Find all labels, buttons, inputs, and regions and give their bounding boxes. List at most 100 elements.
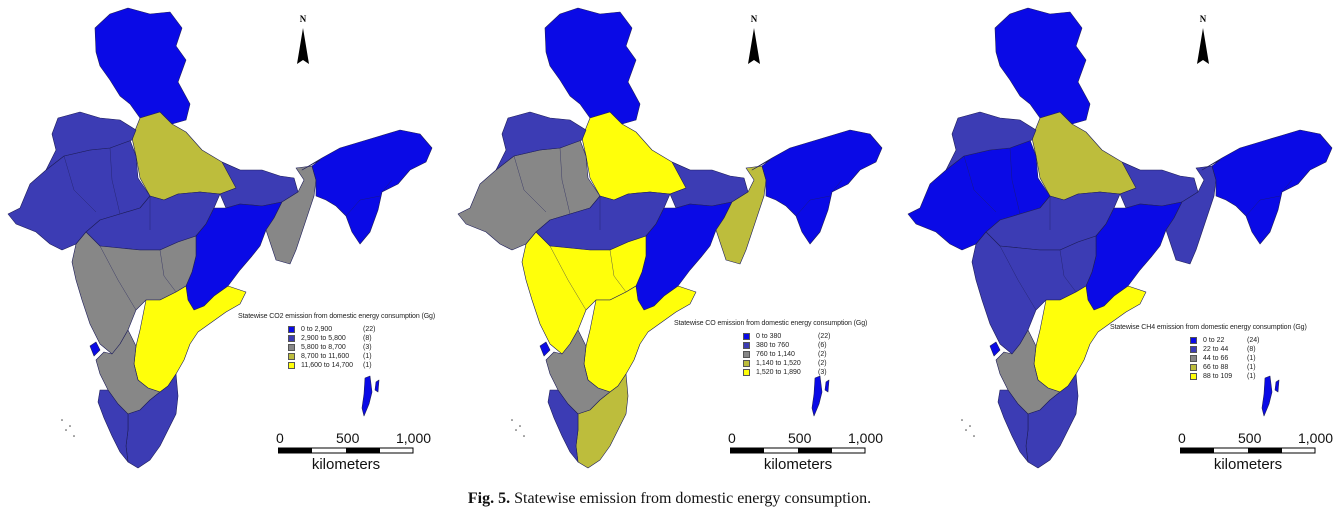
legend-swatch bbox=[288, 362, 295, 369]
legend-swatch bbox=[288, 335, 295, 342]
state-boundary bbox=[831, 179, 843, 193]
north-arrow-icon bbox=[297, 28, 309, 64]
legend-swatch bbox=[743, 351, 750, 358]
legend-item: 760 to 1,140 (2) bbox=[743, 350, 867, 359]
legend-count: (22) bbox=[363, 326, 376, 333]
scale-bar: 0 500 1,000 kilometers bbox=[1178, 430, 1338, 478]
legend-range: 1,520 to 1,890 bbox=[756, 369, 801, 376]
figure-caption: Fig. 5. Statewise emission from domestic… bbox=[0, 490, 1339, 508]
caption-text: Statewise emission from domestic energy … bbox=[514, 490, 872, 507]
legend-item: 0 to 380 (22) bbox=[743, 332, 867, 341]
legend-range: 11,600 to 14,700 bbox=[301, 362, 354, 369]
region-tamilnadu bbox=[1025, 373, 1079, 469]
scale-tick-1000: 1,000 bbox=[848, 430, 884, 446]
island-dot bbox=[69, 425, 71, 427]
state-boundary bbox=[1245, 195, 1281, 217]
legend-item: 44 to 66 (1) bbox=[1190, 354, 1307, 363]
region-northeast bbox=[1201, 129, 1333, 245]
legend-swatch bbox=[288, 344, 295, 351]
state-boundary bbox=[1059, 249, 1077, 293]
legend-range: 760 to 1,140 bbox=[756, 351, 795, 358]
legend-item: 0 to 22 (24) bbox=[1190, 336, 1307, 345]
legend-count: (8) bbox=[363, 335, 372, 342]
india-map-co2 bbox=[7, 7, 433, 469]
legend-item: 0 to 2,900 (22) bbox=[288, 325, 435, 334]
legend-item: 88 to 109 (1) bbox=[1190, 372, 1307, 381]
state-boundary bbox=[513, 155, 547, 213]
island-dot bbox=[965, 429, 967, 431]
region-kerala bbox=[97, 389, 129, 463]
legend-count: (6) bbox=[818, 342, 827, 349]
legend-items: 0 to 2,900 (22) 2,900 to 5,800 (8) 5,800 t… bbox=[288, 325, 435, 370]
scale-tick-500: 500 bbox=[788, 430, 812, 446]
legend-count: (1) bbox=[1247, 364, 1256, 371]
legend-co: Statewise CO emission from domestic ener… bbox=[674, 320, 867, 377]
legend-item: 22 to 44 (8) bbox=[1190, 345, 1307, 354]
region-andhra bbox=[133, 285, 247, 393]
region-northeast bbox=[301, 129, 433, 245]
north-label: N bbox=[1199, 14, 1207, 24]
legend-count: (24) bbox=[1247, 337, 1260, 344]
legend-swatch bbox=[743, 360, 750, 367]
legend-count: (3) bbox=[818, 369, 827, 376]
state-boundary bbox=[1281, 179, 1293, 193]
scale-unit: kilometers bbox=[1213, 456, 1283, 473]
india-map-ch4 bbox=[907, 7, 1333, 469]
legend-item: 66 to 88 (1) bbox=[1190, 363, 1307, 372]
north-label: N bbox=[750, 14, 758, 24]
scale-tick-0: 0 bbox=[1178, 430, 1186, 446]
region-north bbox=[994, 7, 1091, 125]
legend-swatch bbox=[1190, 355, 1197, 362]
state-boundary bbox=[99, 245, 137, 311]
scale-tick-1000: 1,000 bbox=[1298, 430, 1334, 446]
island-dot bbox=[969, 425, 971, 427]
region-up bbox=[581, 111, 691, 201]
state-boundary bbox=[1009, 147, 1021, 215]
region-goa bbox=[539, 341, 551, 357]
north-arrow: N bbox=[292, 14, 314, 66]
state-boundary bbox=[109, 147, 121, 215]
legend-swatch bbox=[743, 333, 750, 340]
island-dot bbox=[519, 425, 521, 427]
state-boundary bbox=[795, 195, 831, 217]
legend-range: 380 to 760 bbox=[756, 342, 790, 349]
north-arrow: N bbox=[1192, 14, 1214, 66]
legend-count: (1) bbox=[363, 362, 372, 369]
region-andhra bbox=[583, 285, 697, 393]
legend-title: Statewise CO2 emission from domestic ene… bbox=[238, 313, 436, 320]
legend-range: 66 to 88 bbox=[1203, 364, 1229, 371]
scale-tick-0: 0 bbox=[276, 430, 284, 446]
legend-ch4: Statewise CH4 emission from domestic ene… bbox=[1110, 324, 1307, 381]
region-islands bbox=[1261, 375, 1280, 417]
scale-tick-0: 0 bbox=[728, 430, 736, 446]
north-arrow-icon bbox=[748, 28, 760, 64]
scale-bar-graphic bbox=[730, 447, 866, 454]
legend-title: Statewise CO emission from domestic ener… bbox=[674, 320, 868, 327]
legend-swatch bbox=[288, 353, 295, 360]
legend-item: 1,140 to 1,520 (2) bbox=[743, 359, 867, 368]
legend-range: 0 to 22 bbox=[1203, 337, 1225, 344]
legend-range: 22 to 44 bbox=[1203, 346, 1229, 353]
state-boundary bbox=[159, 249, 177, 293]
map-panel-ch4: N Statewise CH4 emission from domestic e… bbox=[900, 0, 1339, 485]
region-andhra bbox=[1033, 285, 1147, 393]
scale-bar-graphic bbox=[1180, 447, 1316, 454]
state-boundary bbox=[999, 245, 1037, 311]
region-wb bbox=[715, 165, 767, 265]
legend-item: 11,600 to 14,700 (1) bbox=[288, 361, 435, 370]
legend-count: (8) bbox=[1247, 346, 1256, 353]
region-up bbox=[131, 111, 241, 201]
legend-count: (22) bbox=[818, 333, 831, 340]
state-boundary bbox=[963, 155, 997, 213]
legend-count: (1) bbox=[1247, 355, 1256, 362]
island-dot bbox=[61, 419, 63, 421]
legend-range: 1,140 to 1,520 bbox=[756, 360, 801, 367]
region-goa bbox=[989, 341, 1001, 357]
region-islands bbox=[361, 375, 380, 417]
legend-swatch bbox=[288, 326, 295, 333]
map-panel-co: N Statewise CO emission from domestic en… bbox=[450, 0, 896, 485]
island-dot bbox=[73, 435, 75, 437]
region-tamilnadu bbox=[575, 373, 629, 469]
scale-bar: 0 500 1,000 kilometers bbox=[276, 430, 436, 478]
